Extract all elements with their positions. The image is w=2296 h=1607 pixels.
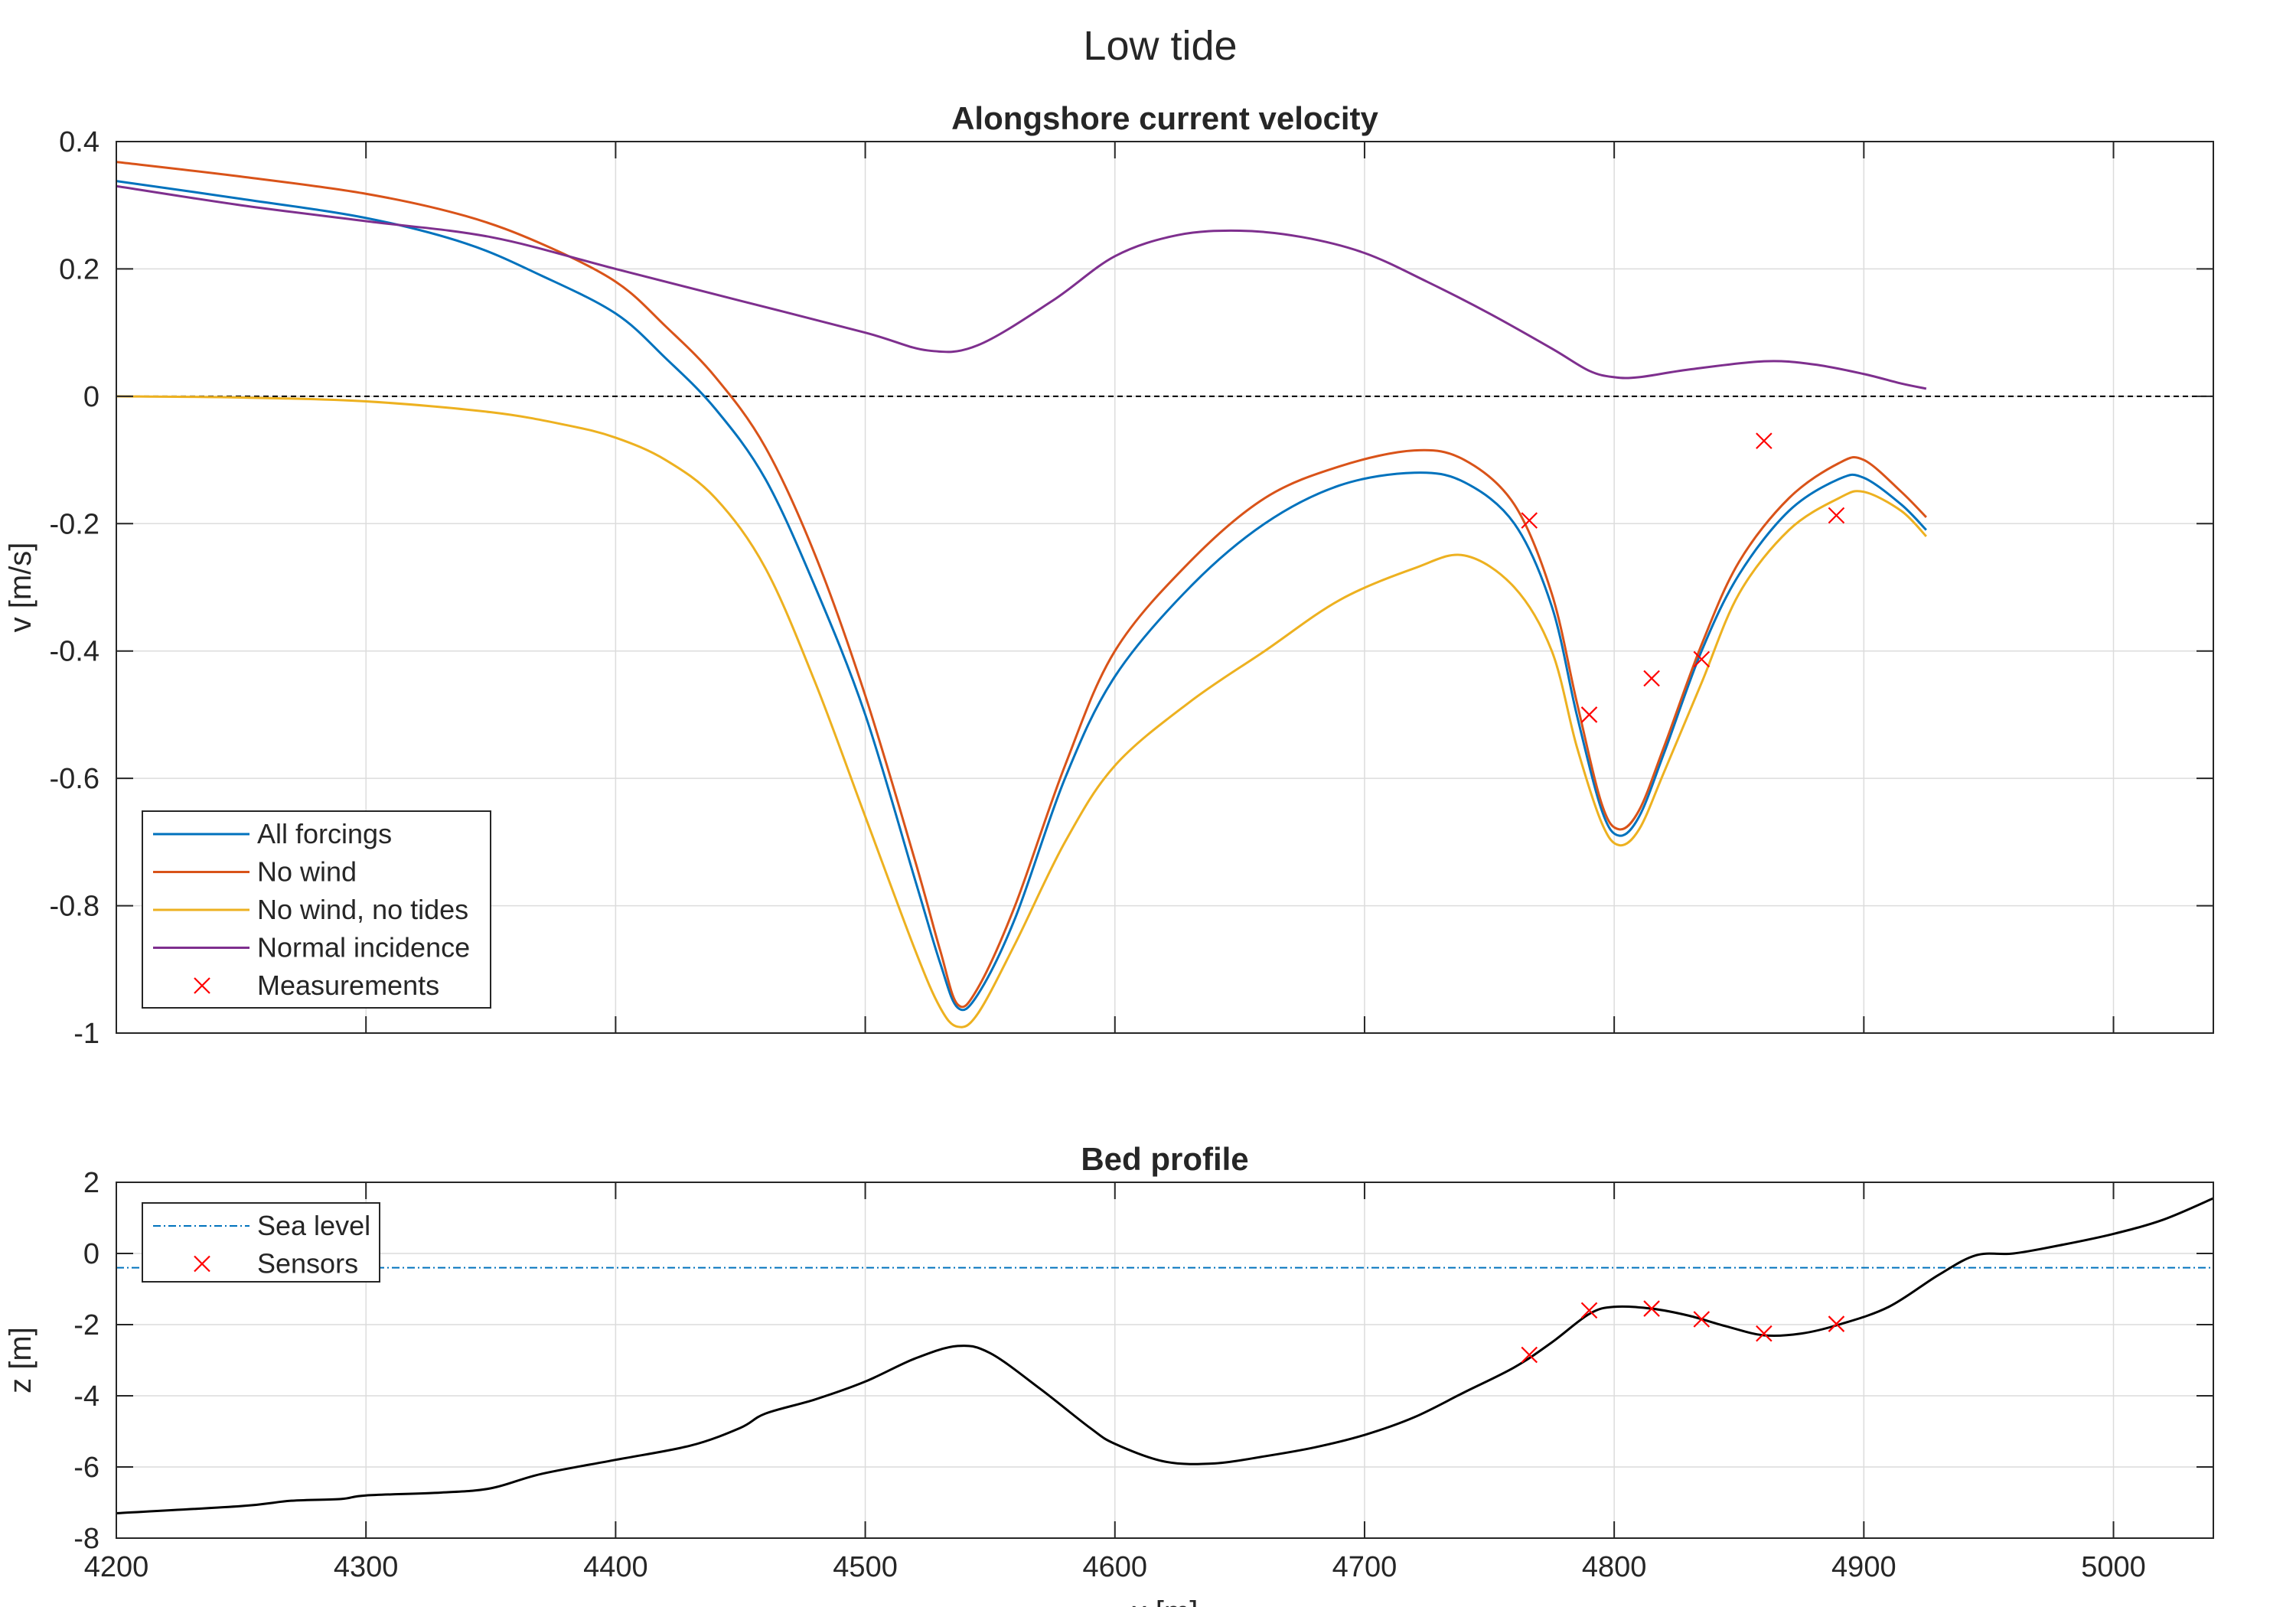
figure-title: Low tide [1083,23,1237,69]
x-tick-label: 4400 [583,1551,648,1583]
x-tick-label: 4500 [833,1551,898,1583]
measurements-marker [1643,670,1660,687]
y-tick-label: 0 [83,381,99,413]
y-tick-label: -0.6 [50,763,99,795]
x-tick-label: 4900 [1831,1551,1896,1583]
measurements-marker [1828,507,1845,524]
y-tick-label: -0.2 [50,508,99,540]
legend-entry-sea-level: Sea level [257,1210,370,1241]
data-layer [116,161,2213,1028]
x-axis-label: x [m] [1132,1596,1199,1607]
legend: Sea level Sensors [142,1202,380,1283]
legend: All forcings No wind No wind, no tides Norm… [142,810,491,1009]
sensors-marker [1643,1300,1660,1317]
no-wind-line [116,161,1927,1009]
x-tick-label: 4300 [334,1551,399,1583]
sensors-marker [1828,1315,1845,1332]
y-axis-label: z [m] [4,1327,38,1393]
legend-marker [194,1255,210,1273]
x-tick-label: 4700 [1332,1551,1397,1583]
measurements-marker [1521,512,1538,529]
bed-profile-chart: -8 -6 -4 -2 0 2 4200 4300 4400 4500 4600 4700 4800 49… [4,1141,2214,1607]
y-tick-label: 2 [83,1167,99,1199]
y-tick-label: 0 [83,1238,99,1270]
y-tick-label: -0.4 [50,636,99,668]
legend-entry-no-wind-no-tides: No wind, no tides [257,894,468,925]
x-tick-label: 4600 [1082,1551,1147,1583]
legend-marker [194,977,210,994]
y-axis-label: v [m/s] [4,543,38,633]
y-tick-label: -0.8 [50,891,99,923]
y-tick-label: 0.2 [59,253,99,285]
y-tick-label: -2 [73,1309,99,1341]
no-wind-no-tides-line [116,395,1927,1028]
legend-entry-measurements: Measurements [257,970,439,1001]
data-layer [116,1197,2213,1514]
legend-entry-no-wind: No wind [257,856,357,888]
y-tick-label: 0.4 [59,126,99,158]
chart-title: Alongshore current velocity [951,100,1378,136]
y-tick-label: -4 [73,1380,99,1413]
velocity-chart: -1 -0.8 -0.6 -0.4 -0.2 0 0.2 0.4 Alongshore curr… [4,100,2214,1050]
normal-incidence-line [116,184,1927,390]
axes-box [116,141,2214,1034]
sensors-marker [1580,1302,1598,1319]
sensors-marker [1693,1311,1711,1328]
x-tick-label: 4800 [1582,1551,1647,1583]
legend-box [142,1202,380,1283]
sensors-marker [1521,1346,1538,1364]
sensors-marker [1756,1325,1773,1342]
x-tick-label: 5000 [2081,1551,2146,1583]
chart-title: Bed profile [1081,1141,1248,1177]
y-tick-label: -8 [73,1523,99,1555]
plot-area [116,1182,2213,1538]
bed-line [116,1197,2213,1514]
measurements-marker [1693,650,1711,668]
measurements-marker [1756,432,1773,449]
all-forcings-line [116,180,1927,1012]
x-tick-label: 4200 [84,1551,149,1583]
y-tick-label: -6 [73,1452,99,1484]
measurements-marker [1580,706,1598,723]
legend-entry-all-forcings: All forcings [257,818,392,849]
y-tick-label: -1 [73,1018,99,1050]
axes-box [116,1182,2214,1539]
legend-entry-sensors: Sensors [257,1248,358,1279]
legend-entry-normal-incidence: Normal incidence [257,932,470,963]
